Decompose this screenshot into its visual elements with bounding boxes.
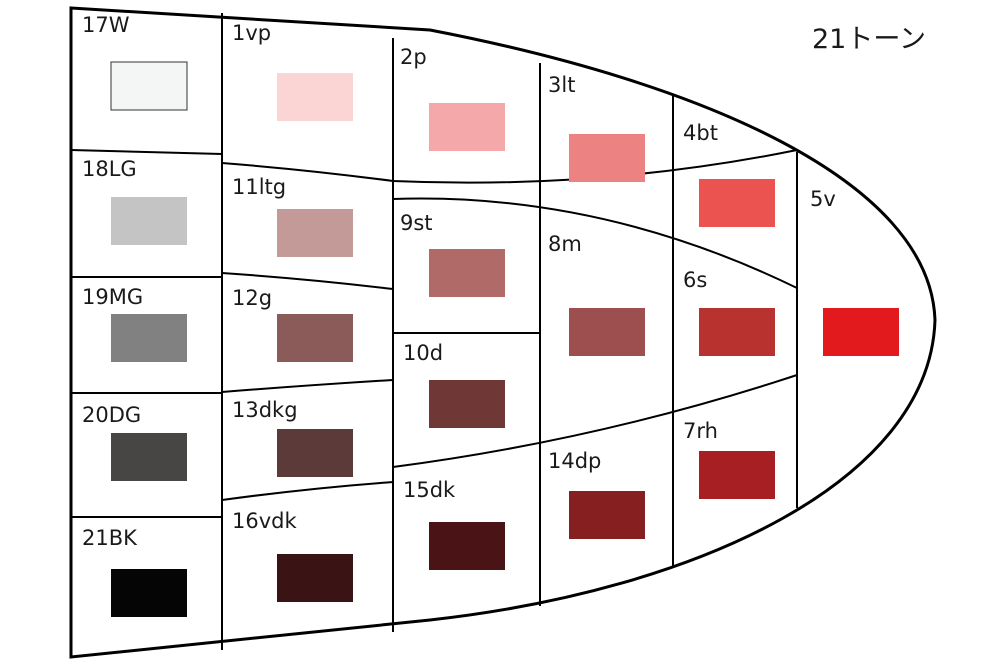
- tone-label: 8m: [548, 232, 582, 256]
- tone-swatch: [111, 197, 187, 245]
- tone-cell-21bk: 21BK: [82, 526, 187, 617]
- tone-swatch: [277, 314, 353, 362]
- tone-label: 4bt: [683, 121, 718, 145]
- tone-cells: 17W 18LG 19MG 20DG 21BK 1vp: [82, 13, 899, 617]
- tone-swatch: [429, 103, 505, 151]
- tone-cell-18lg: 18LG: [82, 157, 187, 245]
- tone-label: 13dkg: [232, 398, 298, 422]
- tone-label: 20DG: [82, 403, 141, 427]
- row-divider: [70, 149, 223, 155]
- tone-swatch: [569, 134, 645, 182]
- tone-label: 11ltg: [232, 175, 286, 199]
- tone-cell-5v: 5v: [810, 187, 899, 356]
- tone-swatch: [277, 554, 353, 602]
- tone-swatch: [429, 380, 505, 428]
- tone-swatch: [111, 569, 187, 617]
- row-divider: [221, 272, 394, 290]
- tone-label: 12g: [232, 286, 272, 310]
- tone-label: 18LG: [82, 157, 137, 181]
- row-divider: [392, 374, 798, 468]
- tone-swatch: [569, 308, 645, 356]
- tone-cell-14dp: 14dp: [548, 449, 645, 539]
- tone-label: 1vp: [232, 21, 271, 45]
- tone-cell-6s: 6s: [683, 268, 775, 356]
- tone-swatch: [429, 522, 505, 570]
- tone-swatch: [277, 429, 353, 477]
- tone-swatch: [111, 314, 187, 362]
- tone-label: 14dp: [548, 449, 601, 473]
- tone-label: 19MG: [82, 285, 143, 309]
- tone-label: 17W: [82, 13, 130, 37]
- tone-swatch: [111, 433, 187, 481]
- tone-swatch: [699, 179, 775, 227]
- tone-swatch: [699, 308, 775, 356]
- tone-cell-2p: 2p: [400, 45, 505, 151]
- tone-cell-15dk: 15dk: [403, 478, 505, 570]
- tone-label: 3lt: [548, 73, 575, 97]
- tone-swatch: [110, 61, 188, 111]
- tone-cell-10d: 10d: [403, 341, 505, 428]
- row-divider: [221, 149, 798, 184]
- tone-swatch: [699, 451, 775, 499]
- tone-cell-4bt: 4bt: [683, 121, 775, 227]
- tone-cell-1vp: 1vp: [232, 21, 353, 121]
- tone-cell-19mg: 19MG: [82, 285, 187, 362]
- tone-cell-8m: 8m: [548, 232, 645, 356]
- tone-swatch: [429, 249, 505, 297]
- tone-label: 9st: [400, 211, 433, 235]
- tone-label: 5v: [810, 187, 836, 211]
- tone-cell-7rh: 7rh: [683, 419, 775, 499]
- tone-swatch: [277, 73, 353, 121]
- tone-label: 7rh: [683, 419, 718, 443]
- tone-cell-17w: 17W: [82, 13, 188, 111]
- tone-label: 6s: [683, 268, 707, 292]
- row-divider: [392, 197, 798, 289]
- tone-cell-16vdk: 16vdk: [232, 509, 353, 602]
- tone-cell-9st: 9st: [400, 211, 505, 297]
- row-divider: [221, 481, 394, 501]
- tone-label: 2p: [400, 45, 427, 69]
- tone-label: 16vdk: [232, 509, 297, 533]
- tone-label: 10d: [403, 341, 443, 365]
- diagram-title: 21トーン: [812, 24, 926, 55]
- tone-cell-11ltg: 11ltg: [232, 175, 353, 257]
- tone-swatch: [823, 308, 899, 356]
- tone-label: 21BK: [82, 526, 138, 550]
- tone-swatch: [569, 491, 645, 539]
- tone-cell-3lt: 3lt: [548, 73, 645, 182]
- tone-cell-12g: 12g: [232, 286, 353, 362]
- tone-cell-13dkg: 13dkg: [232, 398, 353, 477]
- tone-cell-20dg: 20DG: [82, 403, 187, 481]
- tone-label: 15dk: [403, 478, 456, 502]
- tone-swatch: [277, 209, 353, 257]
- row-divider: [221, 379, 394, 393]
